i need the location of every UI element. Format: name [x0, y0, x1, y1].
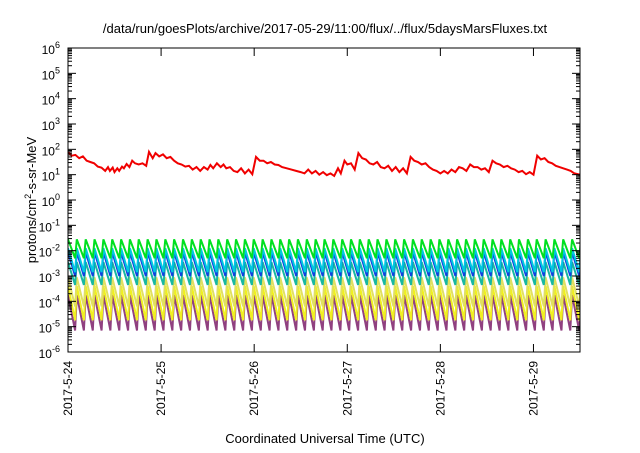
- y-tick-label-base: 10: [42, 170, 56, 184]
- y-tick-label: 10-3: [39, 268, 60, 285]
- y-tick-label-exp: 4: [55, 91, 60, 101]
- y-tick-label-base: 10: [42, 43, 56, 57]
- y-tick-label-exp: 1: [55, 167, 60, 177]
- y-axis-label-rest: -s-sr-MeV: [24, 136, 39, 193]
- y-tick-label: 104: [42, 91, 60, 108]
- y-tick-label-exp: -2: [52, 243, 60, 253]
- series-line-2: [68, 238, 580, 259]
- y-tick-label: 10-4: [39, 293, 60, 310]
- y-tick-label: 102: [42, 141, 60, 158]
- y-tick-label-exp: 0: [55, 192, 60, 202]
- y-tick-label-base: 10: [39, 322, 53, 336]
- y-tick-label-base: 10: [42, 68, 56, 82]
- x-axis-label: Coordinated Universal Time (UTC): [225, 431, 424, 446]
- x-tick-label: 2017-5-27: [340, 361, 354, 416]
- y-tick-label-exp: -1: [52, 217, 60, 227]
- y-tick-label: 100: [42, 192, 60, 209]
- y-tick-label-exp: -4: [52, 293, 60, 303]
- y-tick-label-base: 10: [39, 296, 53, 310]
- x-tick-label: 2017-5-25: [154, 361, 168, 416]
- y-tick-label-base: 10: [39, 347, 53, 361]
- x-tick-label: 2017-5-29: [526, 361, 540, 416]
- y-tick-label: 10-6: [39, 344, 60, 361]
- y-tick-label-exp: -5: [52, 319, 60, 329]
- y-tick-label-base: 10: [39, 246, 53, 260]
- svg-text:protons/cm2-s-sr-MeV: protons/cm2-s-sr-MeV: [23, 136, 39, 263]
- y-tick-label: 10-1: [39, 217, 60, 234]
- y-tick-label-base: 10: [42, 195, 56, 209]
- y-axis-label-main: protons/cm: [24, 199, 39, 263]
- y-tick-label-base: 10: [39, 220, 53, 234]
- y-tick-label: 106: [42, 40, 60, 57]
- y-tick-label-exp: 3: [55, 116, 60, 126]
- plot-area: [68, 149, 580, 331]
- y-tick-label-base: 10: [42, 94, 56, 108]
- y-tick-label-base: 10: [39, 271, 53, 285]
- y-tick-label: 10-2: [39, 243, 60, 260]
- y-tick-label-exp: 5: [55, 65, 60, 75]
- x-ticks: 2017-5-24 2017-5-25 2017-5-26 2017-5-27 2017…: [61, 48, 540, 416]
- y-tick-label: 103: [42, 116, 60, 133]
- x-tick-label: 2017-5-26: [247, 361, 261, 416]
- y-axis-label: protons/cm2-s-sr-MeV: [23, 136, 39, 263]
- y-tick-label: 101: [42, 167, 60, 184]
- y-ticks: 10610510410310210110010-110-210-310-410-…: [39, 40, 580, 361]
- series-line-3: [68, 247, 580, 273]
- y-tick-label: 10-5: [39, 319, 60, 336]
- x-tick-label: 2017-5-28: [433, 361, 447, 416]
- plot-frame: [67, 47, 581, 353]
- y-tick-label-exp: 6: [55, 40, 60, 50]
- y-tick-label-exp: 2: [55, 141, 60, 151]
- series-line-1: [68, 149, 580, 178]
- chart-title: /data/run/goesPlots/archive/2017-05-29/1…: [103, 21, 548, 36]
- y-tick-label: 105: [42, 65, 60, 82]
- y-tick-label-exp: -3: [52, 268, 60, 278]
- y-tick-label-base: 10: [42, 119, 56, 133]
- series-line-6: [68, 277, 580, 307]
- y-tick-label-exp: -6: [52, 344, 60, 354]
- y-tick-label-base: 10: [42, 144, 56, 158]
- x-tick-label: 2017-5-24: [61, 361, 75, 416]
- y-axis-label-sup: 2: [23, 194, 33, 199]
